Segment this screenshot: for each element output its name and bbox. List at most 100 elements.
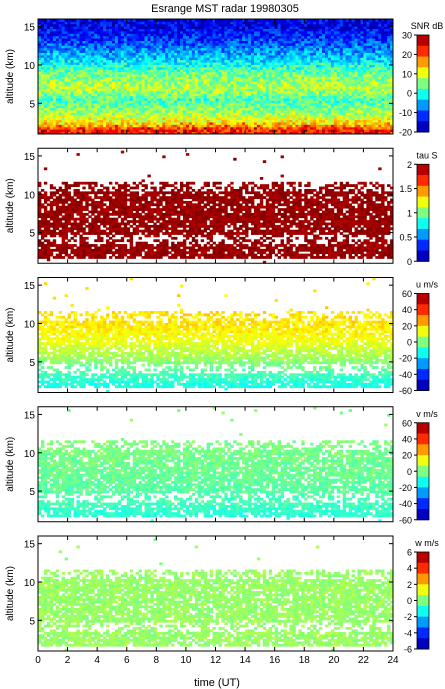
heatmap-cell <box>221 124 225 128</box>
heatmap-cell <box>378 117 382 121</box>
heatmap-cell <box>168 95 172 99</box>
heatmap-cell <box>327 107 332 111</box>
heatmap-cell <box>64 83 68 87</box>
heatmap-cell <box>212 124 216 128</box>
heatmap-cell <box>147 112 151 116</box>
heatmap-cell <box>123 45 128 49</box>
heatmap-cell <box>138 71 142 75</box>
heatmap-cell <box>67 117 71 121</box>
heatmap-cell <box>221 126 225 130</box>
heatmap-cell <box>251 74 255 77</box>
heatmap-cell <box>168 112 172 116</box>
heatmap-cell <box>147 81 151 85</box>
heatmap-cell <box>378 74 382 77</box>
heatmap-cell <box>123 50 128 53</box>
heatmap-cell <box>168 124 172 128</box>
heatmap-cell <box>203 45 208 49</box>
heatmap-cell <box>327 95 332 99</box>
heatmap-cell <box>120 86 125 89</box>
heatmap-cell <box>322 69 326 73</box>
heatmap-cell <box>360 90 364 94</box>
heatmap-cell <box>360 38 364 41</box>
heatmap-cell <box>185 126 190 130</box>
heatmap-cell <box>109 98 113 101</box>
heatmap-cell <box>390 71 394 75</box>
heatmap-cell <box>327 74 332 77</box>
heatmap-cell <box>245 47 249 51</box>
heatmap-cell <box>52 119 57 123</box>
heatmap-cell <box>106 59 110 63</box>
heatmap-cell <box>262 76 267 80</box>
heatmap-cell <box>73 114 77 118</box>
heatmap-cell <box>174 131 178 135</box>
heatmap-cell <box>339 74 344 77</box>
heatmap-cell <box>387 102 391 106</box>
heatmap-cell <box>150 69 154 73</box>
heatmap-cell <box>109 124 113 128</box>
heatmap-cell <box>277 112 281 116</box>
heatmap-cell <box>268 124 273 128</box>
heatmap-cell <box>61 105 66 109</box>
heatmap-cell <box>180 105 184 109</box>
heatmap-cell <box>203 81 208 85</box>
heatmap-cell <box>156 117 160 121</box>
heatmap-cell <box>274 88 279 92</box>
heatmap-cell <box>351 81 355 85</box>
heatmap-cell <box>265 95 270 99</box>
heatmap-cell <box>262 35 267 39</box>
heatmap-cell <box>46 38 51 41</box>
heatmap-cell <box>123 83 128 87</box>
heatmap-cell <box>384 66 388 70</box>
heatmap-cell <box>372 93 376 97</box>
heatmap-cell <box>200 45 205 49</box>
heatmap-cell <box>132 81 137 85</box>
heatmap-cell <box>372 100 376 104</box>
heatmap-cell <box>319 90 323 94</box>
heatmap-cell <box>301 81 305 85</box>
heatmap-cell <box>277 69 281 73</box>
heatmap-cell <box>38 131 42 135</box>
heatmap-cell <box>348 54 352 58</box>
heatmap-cell <box>159 76 163 80</box>
heatmap-cell <box>165 126 169 130</box>
heatmap-cell <box>165 86 169 89</box>
heatmap-cell <box>227 88 231 92</box>
heatmap-cell <box>251 93 255 97</box>
heatmap-cell <box>351 86 355 89</box>
heatmap-cell <box>111 98 116 101</box>
heatmap-cell <box>120 124 125 128</box>
heatmap-cell <box>177 83 181 87</box>
heatmap-cell <box>49 98 54 101</box>
heatmap-cell <box>212 83 216 87</box>
heatmap-cell <box>259 117 264 121</box>
heatmap-cell <box>111 93 116 97</box>
heatmap-cell <box>360 45 364 49</box>
heatmap-cell <box>73 98 77 101</box>
heatmap-cell <box>97 69 101 73</box>
heatmap-cell <box>126 117 131 121</box>
heatmap-cell <box>197 33 202 37</box>
heatmap-cell <box>310 122 314 125</box>
heatmap-cell <box>174 81 178 85</box>
heatmap-cell <box>245 129 249 133</box>
heatmap-cell <box>182 95 187 99</box>
heatmap-cell <box>245 38 249 41</box>
heatmap-cell <box>245 81 249 85</box>
heatmap-cell <box>70 112 74 116</box>
heatmap-cell <box>351 124 355 128</box>
heatmap-cell <box>298 83 302 87</box>
heatmap-cell <box>55 59 60 63</box>
heatmap-cell <box>73 59 77 63</box>
heatmap-cell <box>384 90 388 94</box>
heatmap-cell <box>129 42 134 46</box>
heatmap-cell <box>351 78 355 82</box>
heatmap-cell <box>301 122 305 125</box>
heatmap-cell <box>251 95 255 99</box>
heatmap-cell <box>79 38 83 41</box>
heatmap-cell <box>301 114 305 118</box>
heatmap-cell <box>144 88 148 92</box>
heatmap-cell <box>227 40 231 44</box>
heatmap-cell <box>97 105 101 109</box>
heatmap-cell <box>381 114 385 118</box>
heatmap-cell <box>298 50 302 53</box>
